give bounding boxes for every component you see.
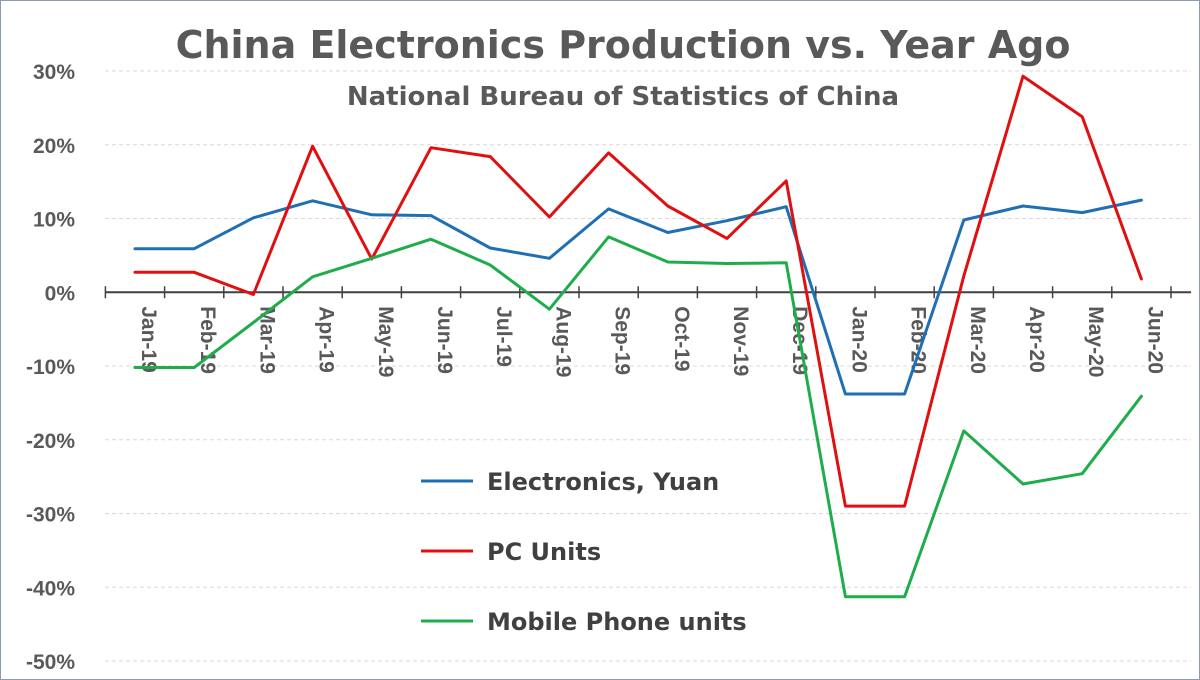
x-tick-label: Mar-20 [966,306,989,374]
y-tick-label: -30% [26,504,75,527]
legend-label: Mobile Phone units [487,608,747,636]
series-line [133,235,1143,599]
x-tick-label: Feb-20 [907,306,930,374]
y-tick-label: -40% [26,577,75,600]
x-tick-label: May-20 [1084,306,1107,377]
x-axis: Jan-19 Feb-19 Mar-19 Apr-19 May-19 Jun-19 Jul-… [104,286,1191,377]
legend-label: Electronics, Yuan [487,468,719,496]
chart-title: China Electronics Production vs. Year Ag… [176,23,1071,67]
x-tick-label: Jun-19 [433,306,456,374]
x-tick-label: Nov-19 [729,306,752,376]
x-tick-label: Apr-20 [1025,306,1048,373]
x-tick-label: Sep-19 [611,306,634,375]
y-tick-label: -50% [26,651,75,674]
x-tick-label: Jul-19 [492,306,515,367]
y-tick-label: -20% [26,430,75,453]
y-tick-label: 10% [33,209,75,232]
y-tick-label: 30% [33,61,75,84]
y-axis-ticks: 30% 20% 10% 0% -10% -20% -30% -40% -50% [26,61,75,674]
series-lines [133,74,1143,599]
legend-label: PC Units [487,538,601,566]
series-line [133,198,1143,396]
x-tick-label: Oct-19 [670,306,693,371]
x-tick-label: Apr-19 [315,306,338,373]
y-tick-label: -10% [26,356,75,379]
legend: Electronics, Yuan PC Units Mobile Phone un… [421,468,747,636]
y-tick-label: 0% [45,282,76,305]
x-tick-label: Mar-19 [255,306,278,374]
x-tick-label: Jun-20 [1143,306,1166,374]
x-tick-label: Jan-20 [847,306,870,373]
x-tick-label: Aug-19 [551,306,574,377]
x-tick-label: Feb-19 [196,306,219,374]
x-tick-label: Jan-19 [137,306,160,373]
x-tick-label: May-19 [374,306,397,377]
chart-subtitle: National Bureau of Statistics of China [347,82,899,112]
series-line [133,74,1143,508]
gridlines [105,70,1191,662]
y-tick-label: 20% [33,135,75,158]
